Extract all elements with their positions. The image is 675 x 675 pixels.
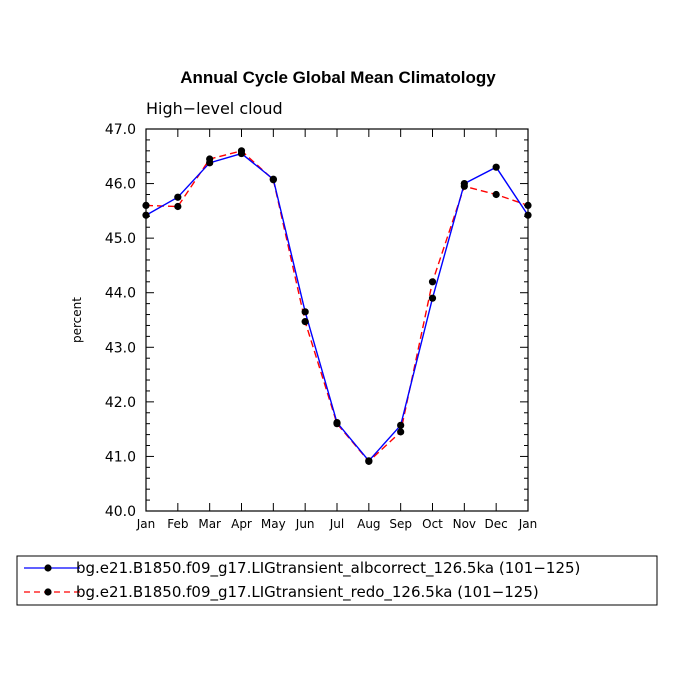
legend-box	[16, 555, 658, 606]
x-tick-label: Jun	[295, 517, 315, 531]
y-tick-label: 45.0	[105, 231, 136, 247]
x-tick-label: Nov	[453, 517, 476, 531]
x-tick-label: Oct	[422, 517, 443, 531]
x-tick-label: May	[261, 517, 286, 531]
x-tick-labels: Jan Feb Mar Apr May Jun Jul Aug Sep Oct Nov Dec Jan	[136, 517, 538, 531]
series-0-point	[269, 175, 277, 183]
y-tick-labels: 40.0 41.0 42.0 43.0 44.0 45.0 46.0 47.0	[105, 122, 136, 520]
series-0-point	[206, 159, 214, 167]
plot-frame	[145, 128, 529, 512]
y-axis-label: percent	[70, 297, 84, 343]
legend-marker-albcorrect	[44, 564, 52, 572]
series-0-point	[397, 421, 405, 429]
x-tick-label: Dec	[485, 517, 508, 531]
series-0-point	[428, 294, 437, 302]
series-line-1	[145, 150, 529, 463]
legend: bg.e21.B1850.f09_g17.LIGtransient_albcor…	[16, 555, 658, 606]
series-1-point	[397, 428, 405, 436]
y-tick-label: 40.0	[105, 504, 136, 520]
series-line-0	[145, 152, 529, 462]
legend-label-redo: bg.e21.B1850.f09_g17.LIGtransient_redo_1…	[76, 583, 539, 602]
x-tick-label: Feb	[167, 517, 188, 531]
y-tick-label: 46.0	[105, 177, 136, 193]
y-tick-label: 42.0	[105, 395, 136, 411]
legend-marker-redo	[44, 588, 52, 596]
series-0-point	[237, 149, 246, 158]
series-1-point	[492, 190, 500, 199]
x-tick-label: Jan	[136, 517, 156, 531]
chart-subtitle: High−level cloud	[146, 99, 283, 118]
x-tick-label: Sep	[389, 517, 412, 531]
series-1-point	[174, 202, 182, 211]
series-1-point	[301, 318, 309, 326]
series-layer	[142, 147, 532, 465]
series-0-point	[333, 418, 341, 427]
y-tick-label: 41.0	[105, 449, 136, 465]
x-tick-label: Jan	[518, 517, 538, 531]
series-0-point	[460, 179, 468, 188]
y-tick-label: 47.0	[105, 122, 136, 138]
series-0-point	[174, 193, 182, 201]
series-0-point	[365, 457, 373, 465]
series-1-point	[428, 278, 437, 286]
legend-label-albcorrect: bg.e21.B1850.f09_g17.LIGtransient_albcor…	[76, 559, 580, 578]
x-tick-label: Aug	[357, 517, 380, 531]
x-tick-label: Apr	[231, 517, 252, 531]
series-0-point	[492, 163, 500, 171]
x-tick-label: Mar	[198, 517, 221, 531]
chart-title: Annual Cycle Global Mean Climatology	[180, 68, 496, 87]
y-tick-label: 43.0	[105, 340, 136, 356]
y-tick-label: 44.0	[105, 286, 136, 302]
x-tick-label: Jul	[329, 517, 344, 531]
axis-ticks	[145, 128, 529, 512]
series-0-point	[301, 308, 309, 316]
